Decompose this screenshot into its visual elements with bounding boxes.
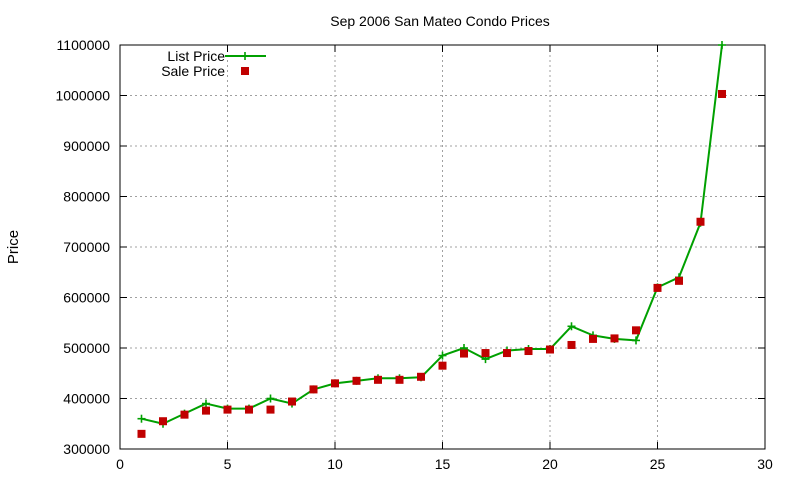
sale-price-point (266, 405, 275, 414)
list-price-point (266, 394, 275, 403)
list-price-point (202, 399, 210, 408)
y-tick-label: 600000 (63, 290, 110, 306)
sale-price-point (417, 372, 425, 381)
sale-price-point (352, 376, 361, 385)
x-tick-label: 20 (542, 456, 558, 472)
x-tick-label: 30 (757, 456, 773, 472)
legend-entry-list-price: List Price (167, 48, 266, 64)
sale-price-point (395, 375, 404, 384)
y-tick-label: 1100000 (57, 37, 111, 53)
list-price-point (632, 336, 640, 345)
y-tick-label: 900000 (63, 138, 110, 154)
sale-price-point (460, 349, 468, 358)
sale-price-point (159, 417, 167, 426)
y-tick-label: 800000 (63, 189, 110, 205)
x-tick-label: 15 (435, 456, 451, 472)
sale-price-point (589, 334, 597, 343)
legend: List Price Sale Price (161, 48, 266, 79)
sale-price-point (245, 405, 253, 414)
list-price-point (718, 41, 726, 49)
sale-price-point (438, 361, 447, 370)
sale-price-point (223, 405, 232, 414)
x-tick-label: 5 (224, 456, 232, 472)
sale-price-point (180, 410, 189, 419)
y-tick-label: 1000000 (55, 88, 110, 104)
y-tick-label: 300000 (63, 441, 110, 457)
sale-price-point (481, 349, 490, 358)
legend-marker-sale-price (241, 67, 249, 75)
grid (120, 45, 765, 449)
sale-price-point (718, 89, 726, 98)
y-axis-label: Price (5, 230, 22, 264)
sale-price-point (137, 429, 146, 438)
series (137, 41, 726, 438)
legend-entry-sale-price: Sale Price (161, 63, 249, 79)
list-price-line (141, 44, 723, 425)
sale-price-point (632, 326, 640, 335)
list-price-point (567, 322, 576, 331)
x-tick-label: 0 (116, 456, 124, 472)
legend-marker-list-price (241, 52, 249, 60)
plot-frame (119, 44, 766, 450)
sale-price-point (309, 385, 318, 394)
legend-plus-marker (241, 52, 249, 60)
sale-price-point (567, 340, 576, 349)
legend-square-marker (241, 67, 249, 75)
sale-price-point (696, 217, 705, 226)
sale-price-point (653, 283, 662, 292)
y-tick-label: 400000 (63, 391, 110, 407)
x-axis-tick-labels: 0 5 10 15 20 25 30 (116, 456, 773, 472)
legend-label-list-price: List Price (167, 48, 225, 64)
series-1 (137, 89, 726, 438)
y-axis-tick-labels: 300000 400000 500000 600000 700000 800000 9000… (55, 37, 110, 457)
y-tick-label: 500000 (63, 340, 110, 356)
sale-price-point (546, 345, 554, 354)
x-tick-label: 25 (650, 456, 666, 472)
sale-price-point (288, 397, 296, 406)
sale-price-point (331, 379, 339, 388)
sale-price-point (524, 347, 533, 356)
x-tick-label: 10 (327, 456, 343, 472)
sale-price-point (675, 276, 683, 285)
sale-price-point (374, 375, 382, 384)
legend-label-sale-price: Sale Price (161, 63, 225, 79)
sale-price-point (202, 406, 210, 415)
list-price-point (137, 414, 146, 423)
y-tick-label: 700000 (63, 239, 110, 255)
list-price-point (438, 351, 447, 360)
sale-price-point (503, 349, 511, 358)
sale-price-point (610, 334, 619, 343)
chart-title: Sep 2006 San Mateo Condo Prices (330, 13, 549, 29)
series-0 (137, 41, 726, 428)
